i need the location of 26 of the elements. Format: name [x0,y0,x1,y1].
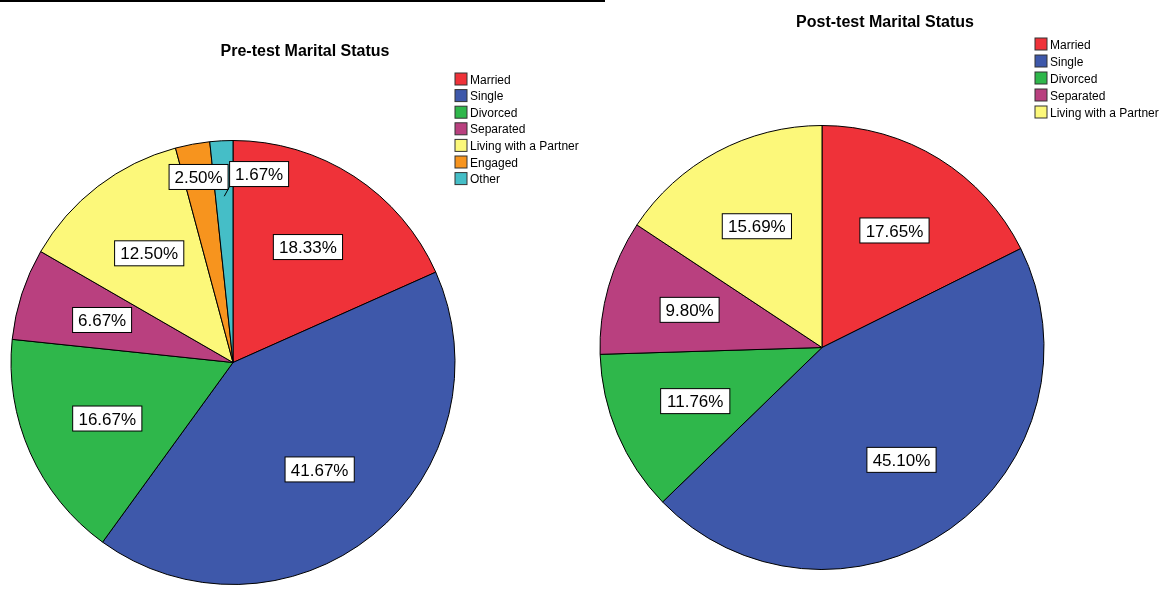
data-label: 17.65% [865,221,924,241]
data-label: 2.50% [174,168,223,188]
data-label: 11.76% [667,392,724,412]
data-label: 45.10% [872,450,931,470]
legend-label: Single [1050,54,1084,69]
data-label: 9.80% [665,300,714,320]
legend-label: Divorced [470,105,518,120]
legend-label: Single [470,89,504,104]
data-label: 16.67% [78,409,137,429]
data-label: 15.69% [728,217,786,237]
data-label: 1.67% [235,165,284,185]
legend-label: Engaged [470,155,519,170]
chart-title: Post-test Marital Status [796,13,975,30]
data-label: 18.33% [279,238,337,258]
data-label: 41.67% [290,460,349,480]
legend-label: Divorced [1050,71,1098,86]
data-label: 12.50% [120,244,179,264]
legend-label: Separated [1050,88,1106,103]
data-label: 6.67% [77,311,127,331]
legend-label: Living with a Partner [470,138,579,153]
legend-label: Other [470,172,501,187]
legend-label: Married [470,72,511,87]
legend-label: Separated [470,122,526,137]
legend-label: Living with a Partner [1050,105,1159,120]
legend-label: Married [1050,37,1091,52]
chart-title: Pre-test Marital Status [220,42,390,59]
